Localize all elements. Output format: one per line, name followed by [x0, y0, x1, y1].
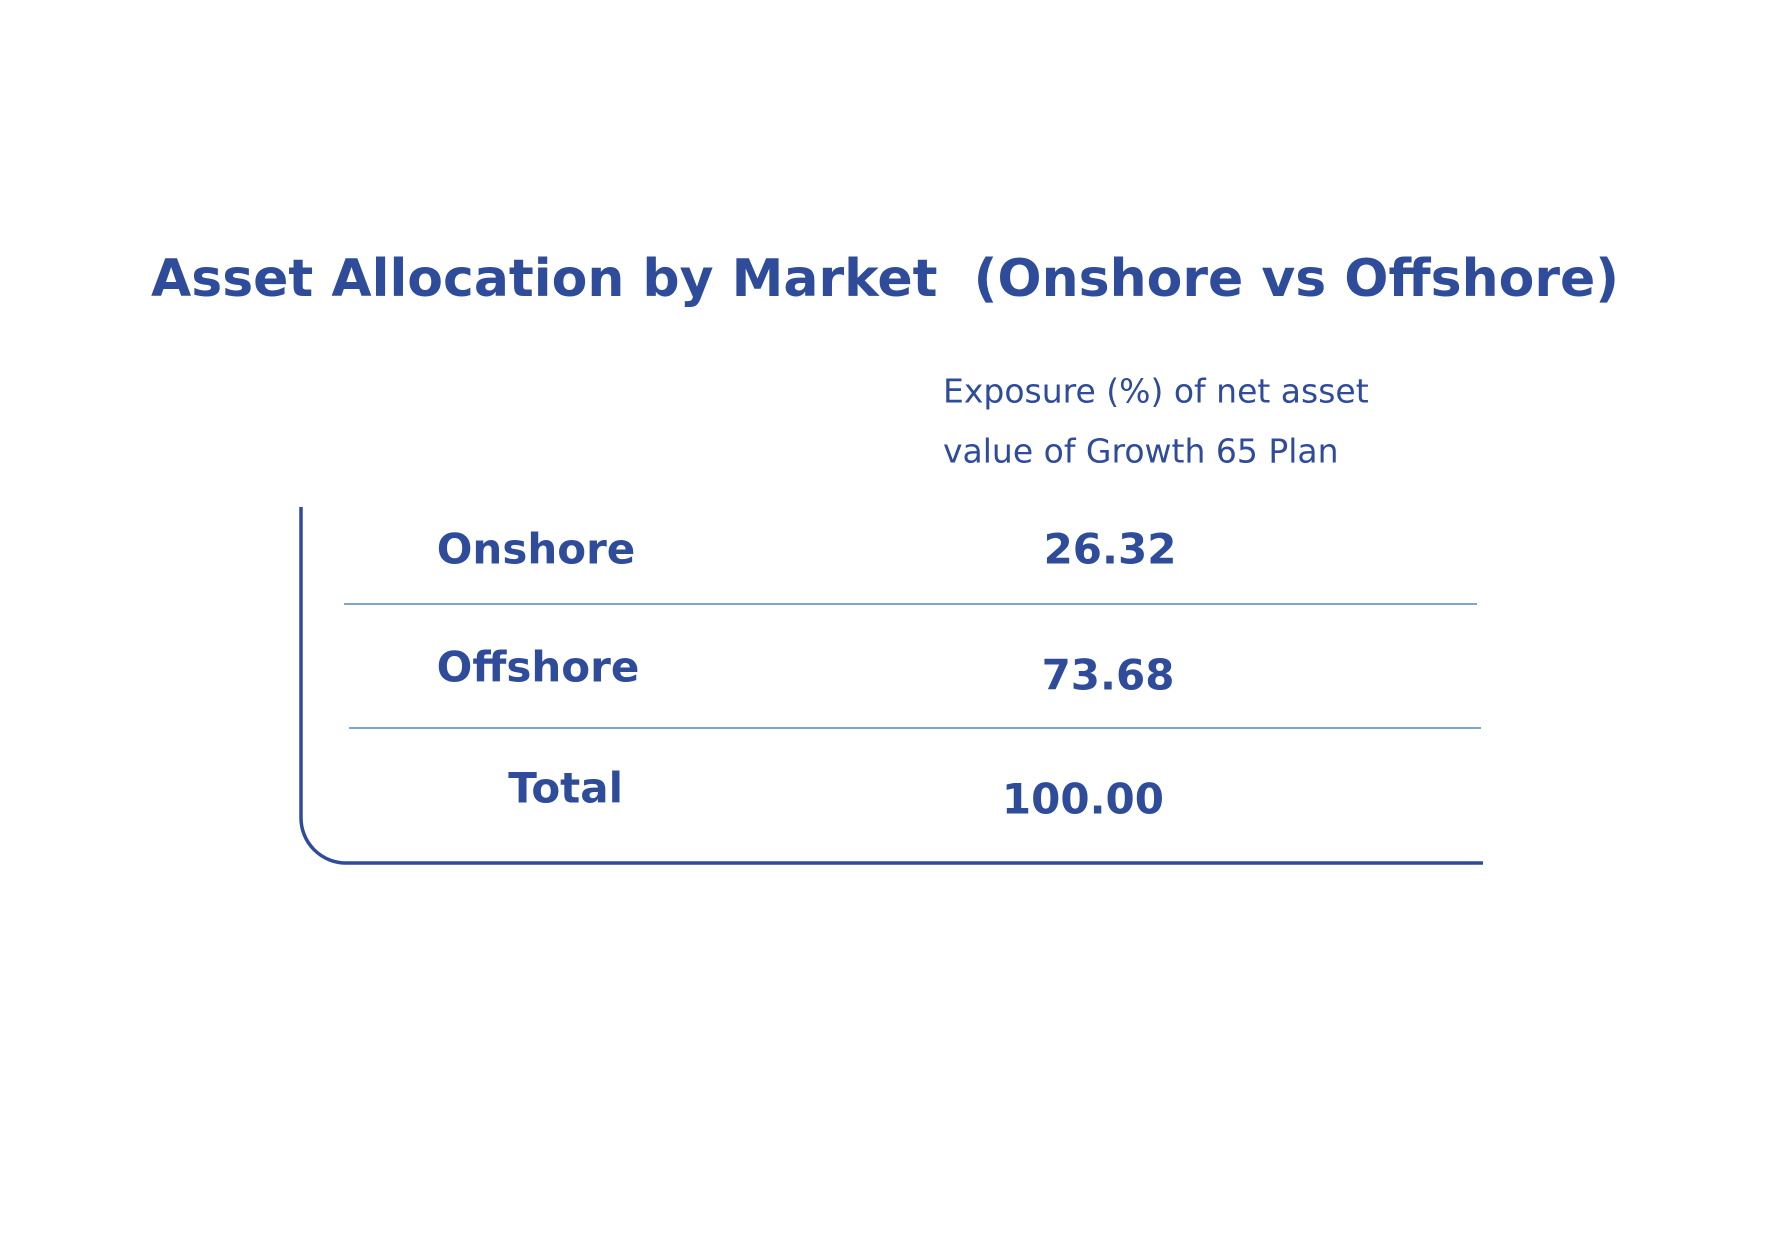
row-value: 100.00 — [1002, 775, 1164, 824]
row-value: 73.68 — [1042, 651, 1175, 700]
column-header: value of Growth 65 Plan — [943, 432, 1339, 471]
row-label: Total — [508, 764, 623, 813]
title: Asset Allocation by Market (Onshore vs O… — [151, 249, 1619, 309]
row-label: Onshore — [437, 525, 636, 574]
column-header: Exposure (%) of net asset — [943, 372, 1369, 411]
table-bracket — [299, 507, 1483, 865]
row-label: Offshore — [437, 643, 640, 692]
row-value: 26.32 — [1044, 525, 1177, 574]
